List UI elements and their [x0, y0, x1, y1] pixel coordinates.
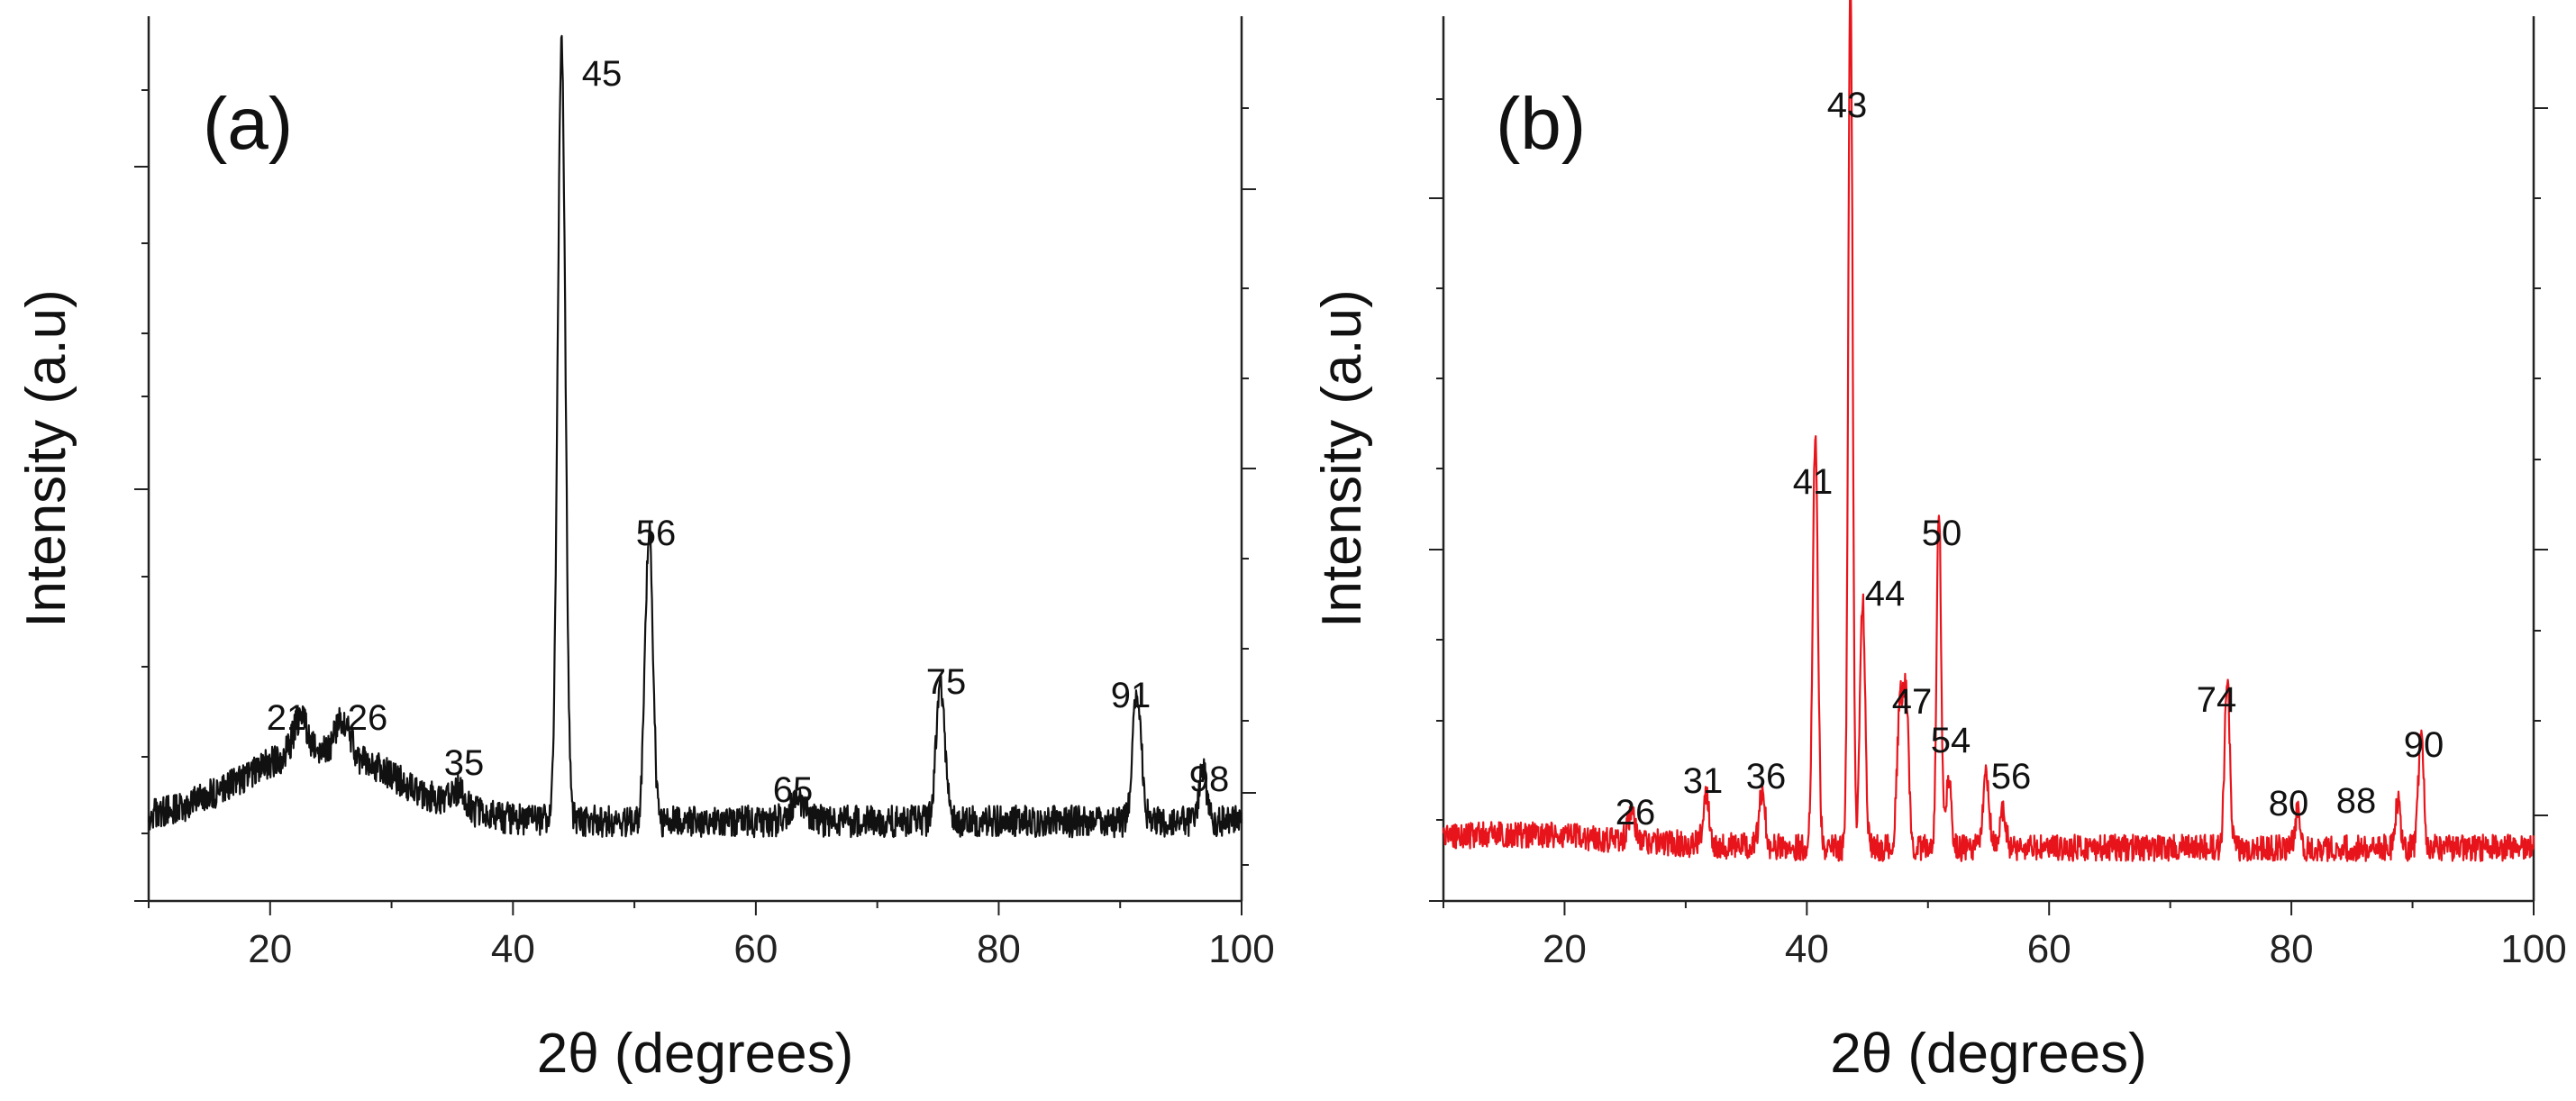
y-axis-title: Intensity (a.u) — [15, 289, 77, 628]
chart-panel-a: 20 40 60 80 100 2θ (degrees) Intensity (a.u) (a… — [15, 16, 1275, 1085]
peak-label: 75 — [926, 662, 967, 702]
peak-label: 74 — [2197, 680, 2237, 720]
x-tick-label: 60 — [2027, 927, 2071, 971]
peak-label: 65 — [773, 770, 814, 810]
x-tick-label: 60 — [733, 927, 778, 971]
x-tick-label: 80 — [977, 927, 1021, 971]
peak-label: 36 — [1746, 757, 1787, 796]
xrd-trace — [147, 34, 1243, 839]
peak-label: 88 — [2336, 781, 2377, 821]
chart-panel-b: 20 40 60 80 100 2θ (degrees) Intensity (a.u) (b… — [1311, 0, 2567, 1085]
peak-label: 31 — [1683, 761, 1724, 801]
peak-label: 91 — [1111, 676, 1151, 715]
peak-label: 56 — [636, 514, 677, 553]
peak-label: 47 — [1892, 682, 1933, 722]
x-tick-label: 40 — [1785, 927, 1829, 971]
peak-label: 45 — [582, 54, 623, 94]
peak-label: 21 — [267, 698, 307, 738]
peak-label: 50 — [1922, 514, 1962, 553]
panel-label: (b) — [1496, 83, 1586, 165]
x-tick-label: 40 — [491, 927, 535, 971]
peak-label: 26 — [348, 698, 388, 738]
peak-label: 26 — [1616, 793, 1656, 833]
peak-label: 98 — [1189, 760, 1230, 799]
peak-label: 43 — [1827, 86, 1868, 125]
peak-label: 90 — [2404, 725, 2444, 765]
x-tick-label: 80 — [2270, 927, 2314, 971]
x-tick-label: 100 — [2500, 927, 2566, 971]
peak-label: 56 — [1991, 757, 2032, 796]
y-axis-title: Intensity (a.u) — [1311, 289, 1373, 628]
x-axis-title: 2θ (degrees) — [537, 1023, 854, 1085]
x-tick-label: 20 — [1543, 927, 1587, 971]
peak-label: 41 — [1793, 462, 1834, 502]
peak-label: 54 — [1931, 721, 1971, 760]
x-axis-title: 2θ (degrees) — [1830, 1023, 2147, 1085]
x-tick-label: 100 — [1208, 927, 1274, 971]
xrd-trace — [1442, 0, 2535, 862]
peak-label: 35 — [444, 743, 485, 783]
peak-label: 80 — [2269, 784, 2309, 823]
peak-label: 44 — [1865, 574, 1906, 614]
panel-label: (a) — [203, 83, 293, 165]
x-tick-label: 20 — [248, 927, 292, 971]
